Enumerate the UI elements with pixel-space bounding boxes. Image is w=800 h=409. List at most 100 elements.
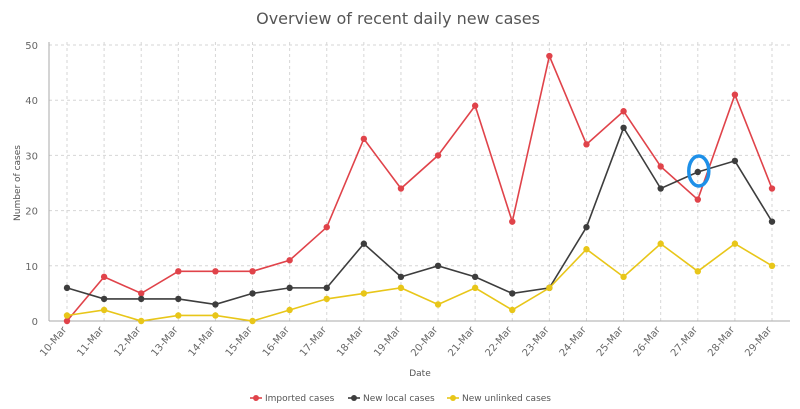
x-tick-label: 12-Mar	[112, 324, 144, 359]
data-point[interactable]	[323, 223, 330, 231]
grid	[49, 42, 790, 321]
y-tick-label: 30	[25, 151, 38, 162]
data-point[interactable]	[546, 52, 553, 60]
data-point[interactable]	[694, 196, 701, 203]
chart-title: Overview of recent daily new cases	[256, 9, 540, 28]
data-point[interactable]	[694, 168, 701, 176]
legend-item[interactable]: New unlinked cases	[447, 394, 551, 404]
x-tick-label: 26-Mar	[632, 324, 664, 359]
x-tick-label: 18-Mar	[335, 324, 367, 359]
series-imported-cases	[63, 52, 776, 325]
data-point[interactable]	[471, 102, 479, 109]
data-point[interactable]	[583, 223, 590, 231]
data-point[interactable]	[360, 240, 368, 247]
data-point[interactable]	[360, 135, 368, 143]
data-point[interactable]	[583, 141, 590, 148]
y-tick-label: 50	[25, 41, 38, 52]
data-point[interactable]	[249, 290, 256, 297]
data-point[interactable]	[360, 290, 368, 297]
legend-item[interactable]: Imported cases	[250, 394, 335, 404]
x-tick-label: 27-Mar	[669, 324, 701, 359]
data-point[interactable]	[471, 273, 479, 281]
legend-marker	[450, 395, 456, 401]
data-point[interactable]	[768, 218, 776, 225]
data-point[interactable]	[138, 317, 145, 325]
data-point[interactable]	[694, 268, 701, 275]
data-point[interactable]	[212, 312, 219, 319]
data-point[interactable]	[434, 262, 442, 269]
data-point[interactable]	[100, 295, 108, 303]
x-tick-label: 21-Mar	[446, 324, 478, 359]
data-point[interactable]	[509, 306, 516, 314]
data-point[interactable]	[397, 284, 405, 292]
x-tick-label: 29-Mar	[743, 324, 775, 359]
data-point[interactable]	[100, 273, 108, 281]
data-point[interactable]	[249, 317, 256, 325]
legend-item[interactable]: New local cases	[348, 394, 435, 404]
data-point[interactable]	[397, 185, 405, 192]
legend-label: Imported cases	[265, 394, 335, 404]
x-axis-ticks: 10-Mar 11-Mar 12-Mar 13-Mar 14-Mar 15-Mar 16-M…	[38, 324, 775, 359]
x-tick-label: 16-Mar	[261, 324, 293, 359]
data-point[interactable]	[212, 268, 219, 275]
data-point[interactable]	[768, 185, 776, 192]
data-point[interactable]	[100, 306, 108, 314]
x-axis-label: Date	[409, 369, 431, 379]
data-point[interactable]	[434, 152, 442, 159]
data-point[interactable]	[175, 312, 182, 319]
data-point[interactable]	[471, 284, 479, 292]
data-point[interactable]	[397, 273, 405, 281]
data-point[interactable]	[509, 290, 516, 297]
x-tick-label: 13-Mar	[150, 324, 182, 359]
data-point[interactable]	[583, 246, 590, 253]
data-point[interactable]	[286, 257, 293, 264]
data-point[interactable]	[323, 284, 330, 292]
data-point[interactable]	[138, 290, 145, 297]
data-point[interactable]	[731, 240, 739, 247]
series-line	[66, 242, 773, 322]
data-point[interactable]	[249, 268, 256, 275]
legend-marker	[351, 395, 357, 401]
data-point[interactable]	[323, 295, 330, 303]
series-new-unlinked-cases	[63, 240, 776, 325]
x-tick-label: 24-Mar	[558, 324, 590, 359]
data-point[interactable]	[286, 284, 293, 292]
legend-label: New unlinked cases	[462, 394, 551, 404]
data-point[interactable]	[63, 284, 71, 292]
data-point[interactable]	[620, 108, 627, 115]
data-point[interactable]	[175, 268, 182, 275]
data-point[interactable]	[175, 295, 182, 303]
data-point[interactable]	[286, 306, 293, 314]
data-point[interactable]	[768, 262, 776, 269]
data-point[interactable]	[509, 218, 516, 225]
data-point[interactable]	[657, 240, 664, 247]
y-tick-label: 40	[25, 96, 38, 107]
data-point[interactable]	[546, 284, 553, 292]
x-tick-label: 23-Mar	[521, 324, 553, 359]
legend-label: New local cases	[363, 394, 435, 404]
data-point[interactable]	[731, 157, 739, 165]
data-point[interactable]	[620, 273, 627, 281]
data-point[interactable]	[212, 301, 219, 308]
legend: Imported cases New local cases New unlinke…	[250, 394, 551, 404]
data-point[interactable]	[138, 295, 145, 303]
x-tick-label: 22-Mar	[484, 324, 516, 359]
x-tick-label: 20-Mar	[409, 324, 441, 359]
data-point[interactable]	[63, 312, 71, 319]
data-point[interactable]	[434, 301, 442, 308]
x-tick-label: 19-Mar	[372, 324, 404, 359]
x-tick-label: 15-Mar	[224, 324, 256, 359]
series-new-local-cases	[63, 124, 776, 308]
y-tick-label: 20	[25, 207, 38, 218]
data-point[interactable]	[63, 317, 71, 325]
annotation	[687, 154, 711, 188]
x-tick-label: 10-Mar	[38, 324, 70, 359]
data-point[interactable]	[657, 185, 664, 192]
data-point[interactable]	[620, 124, 627, 131]
x-tick-label: 28-Mar	[706, 324, 738, 359]
series-line	[66, 125, 773, 306]
highlight-circle	[687, 154, 711, 188]
data-point[interactable]	[657, 163, 664, 170]
data-point[interactable]	[731, 91, 739, 98]
